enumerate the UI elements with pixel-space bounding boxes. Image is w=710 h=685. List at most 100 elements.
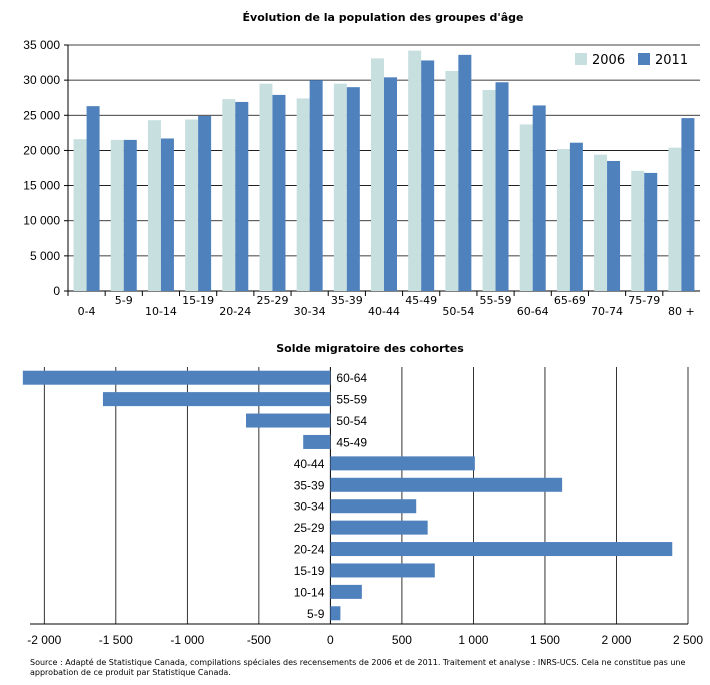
population-chart: Évolution de la population des groupes d… — [23, 11, 700, 318]
x-category-label: 75-79 — [628, 294, 660, 307]
legend: 2006 2011 — [575, 53, 688, 68]
x-category-label: 20-24 — [219, 305, 251, 318]
chart2-title: Solde migratoire des cohortes — [276, 342, 464, 355]
legend-label-2011: 2011 — [655, 53, 688, 68]
bar-2006-25-29 — [259, 83, 273, 292]
y-category-label: 20-24 — [294, 543, 325, 557]
bar-15-19 — [330, 563, 435, 578]
bar-2006-0-4 — [73, 139, 87, 291]
x-tick-label: -1 000 — [170, 633, 204, 647]
x-category-label: 10-14 — [145, 305, 177, 318]
x-tick-label: 500 — [392, 633, 412, 647]
bar-2011-45-49 — [421, 60, 435, 291]
bar-2011-80 — [681, 118, 695, 292]
bar-2006-45-49 — [408, 50, 422, 291]
bar-2011-15-19 — [198, 115, 212, 291]
bar-2011-65-69 — [569, 142, 583, 291]
y-tick-label: 15 000 — [23, 179, 60, 193]
bar-2011-50-54 — [458, 54, 472, 292]
x-category-label: 50-54 — [442, 305, 474, 318]
bar-2006-10-14 — [147, 120, 161, 291]
y-category-label: 50-54 — [336, 414, 367, 428]
bar-2011-55-59 — [495, 82, 509, 291]
bar-2011-10-14 — [160, 138, 174, 291]
y-tick-label: 5 000 — [30, 249, 60, 263]
bar-2006-40-44 — [371, 58, 384, 292]
y-category-label: 55-59 — [336, 393, 367, 407]
x-category-label: 15-19 — [182, 294, 214, 307]
bar-2006-70-74 — [594, 154, 608, 291]
migration-chart: Solde migratoire des cohortes -2 000 -1 5… — [22, 342, 703, 647]
bar-2006-5-9 — [110, 139, 124, 291]
y-category-label: 40-44 — [294, 457, 325, 471]
bar-2011-5-9 — [123, 139, 137, 291]
bar-2006-30-34 — [296, 98, 310, 291]
bar-2011-70-74 — [607, 160, 621, 291]
bar-20-24 — [330, 542, 673, 557]
y-tick-label: 0 — [53, 284, 60, 298]
bar-30-34 — [330, 499, 417, 514]
x-category-label: 35-39 — [331, 294, 363, 307]
x-category-label: 25-29 — [256, 294, 288, 307]
bar-2011-60-64 — [532, 105, 546, 292]
bar-2011-75-79 — [644, 172, 658, 291]
bar-2006-65-69 — [556, 149, 570, 291]
x-category-label: 5-9 — [115, 294, 133, 307]
bar-5-9 — [330, 606, 341, 621]
bar-2011-0-4 — [86, 106, 100, 291]
y-category-label: 10-14 — [294, 585, 325, 599]
chart1-title: Évolution de la population des groupes d… — [243, 11, 524, 24]
y-category-label: 25-29 — [294, 521, 325, 535]
x-category-label: 80 + — [668, 305, 695, 318]
x-tick-label: -2 000 — [27, 633, 61, 647]
bar-50-54 — [245, 413, 331, 428]
y-tick-label: 25 000 — [23, 108, 60, 122]
y-category-label: 35-39 — [294, 478, 325, 492]
y-category-label: 45-49 — [336, 435, 367, 449]
y-category-label: 5-9 — [307, 607, 325, 621]
bar-2011-35-39 — [346, 87, 360, 292]
bar-40-44 — [330, 456, 475, 471]
x-category-label: 40-44 — [368, 305, 400, 318]
bar-2006-60-64 — [519, 124, 533, 292]
y-tick-label: 10 000 — [23, 214, 60, 228]
y-category-label: 60-64 — [336, 371, 367, 385]
y-category-label: 15-19 — [294, 564, 325, 578]
bar-2006-75-79 — [631, 170, 645, 291]
bar-2011-40-44 — [384, 77, 397, 292]
bar-2011-20-24 — [235, 101, 249, 291]
bar-25-29 — [330, 520, 428, 535]
x-category-label: 0-4 — [78, 305, 96, 318]
bar-2006-50-54 — [445, 71, 459, 292]
x-category-label: 65-69 — [554, 294, 586, 307]
bar-35-39 — [330, 477, 563, 492]
x-tick-label: -1 500 — [99, 633, 133, 647]
bar-2011-30-34 — [309, 80, 323, 292]
bar-2006-80 — [668, 147, 682, 291]
x-category-label: 30-34 — [294, 305, 326, 318]
bar-45-49 — [303, 434, 331, 449]
y-tick-label: 35 000 — [23, 38, 60, 52]
x-tick-label: -500 — [247, 633, 271, 647]
x-tick-label: 1 500 — [530, 633, 560, 647]
bar-2011-25-29 — [272, 94, 286, 291]
x-tick-label: 1 000 — [458, 633, 488, 647]
legend-label-2006: 2006 — [592, 53, 625, 68]
x-tick-label: 0 — [327, 633, 334, 647]
x-tick-label: 2 000 — [601, 633, 631, 647]
source-note: Source : Adapté de Statistique Canada, c… — [30, 658, 686, 677]
bar-55-59 — [102, 392, 331, 407]
legend-swatch-2011 — [638, 53, 650, 65]
y-category-label: 30-34 — [294, 500, 325, 514]
x-tick-label: 2 500 — [673, 633, 703, 647]
bar-60-64 — [22, 370, 331, 385]
bar-10-14 — [330, 584, 362, 599]
x-category-label: 55-59 — [480, 294, 512, 307]
bar-2006-55-59 — [482, 89, 496, 292]
x-category-label: 45-49 — [405, 294, 437, 307]
bar-2006-15-19 — [185, 119, 199, 291]
bar-2006-20-24 — [222, 99, 236, 292]
x-category-label: 70-74 — [591, 305, 623, 318]
legend-swatch-2006 — [575, 53, 587, 65]
bar-2006-35-39 — [333, 83, 347, 292]
